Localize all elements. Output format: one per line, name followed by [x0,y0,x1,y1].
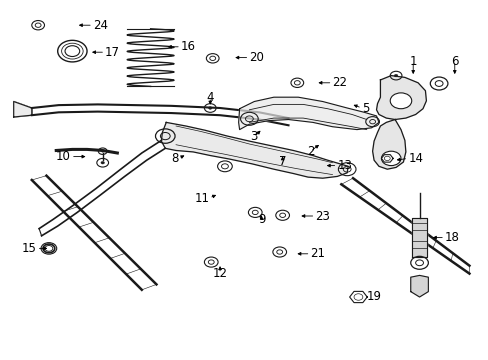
Text: 3: 3 [250,130,258,143]
Text: 18: 18 [444,231,459,244]
Polygon shape [14,102,32,117]
Text: 20: 20 [249,51,264,64]
Text: 9: 9 [257,213,265,226]
Polygon shape [238,97,378,130]
Polygon shape [161,122,347,178]
Text: 24: 24 [93,19,108,32]
Text: 19: 19 [366,291,381,303]
Text: 21: 21 [310,247,325,260]
Text: 23: 23 [315,210,329,222]
Circle shape [389,93,411,109]
Text: 4: 4 [206,91,214,104]
Text: 14: 14 [407,152,423,165]
Text: 17: 17 [105,46,120,59]
Polygon shape [411,218,426,257]
Text: 2: 2 [306,145,314,158]
Polygon shape [372,120,405,169]
Text: 6: 6 [450,55,458,68]
Circle shape [101,150,104,152]
Circle shape [208,107,212,109]
Text: 11: 11 [194,192,209,204]
Text: 10: 10 [56,150,71,163]
Text: 7: 7 [278,156,286,168]
Text: 5: 5 [361,102,368,114]
Text: 8: 8 [171,152,178,165]
Circle shape [393,74,397,77]
Text: 12: 12 [212,267,227,280]
Text: 15: 15 [22,242,37,255]
Text: 1: 1 [408,55,416,68]
Text: 16: 16 [181,40,196,53]
Circle shape [381,151,400,166]
Polygon shape [410,275,427,297]
Text: 22: 22 [332,76,347,89]
Circle shape [101,161,104,164]
Polygon shape [376,76,426,120]
Text: 13: 13 [337,159,351,172]
